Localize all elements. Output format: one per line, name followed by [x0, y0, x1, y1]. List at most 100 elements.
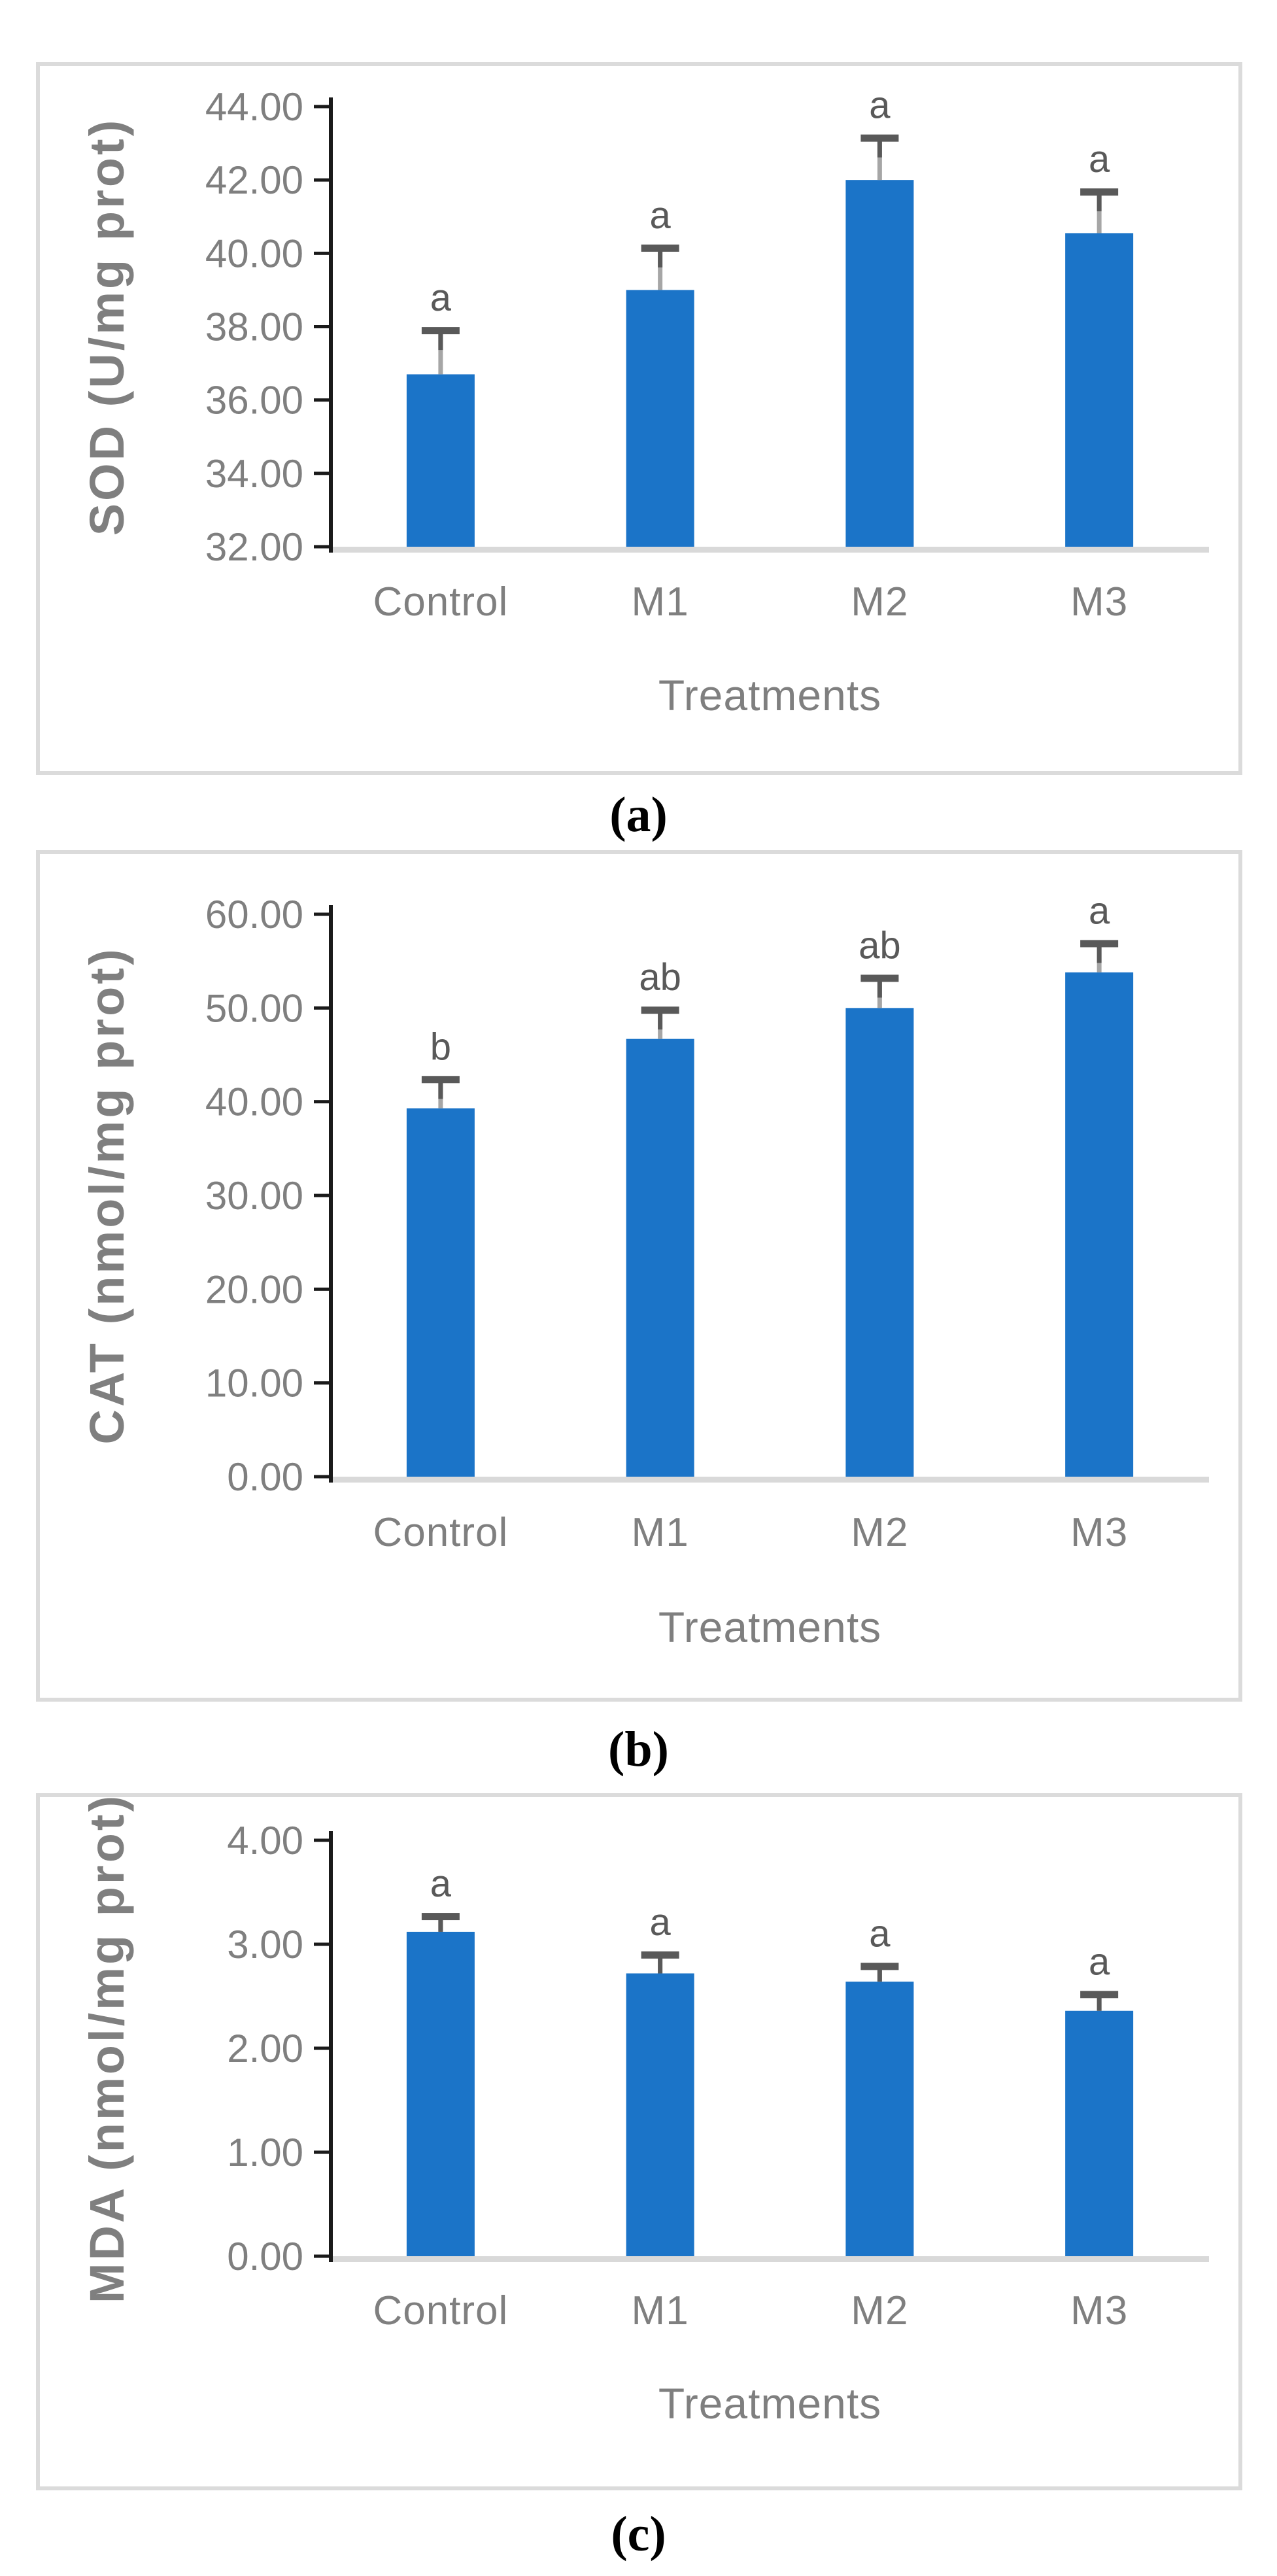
y-tick-label: 60.00: [205, 893, 303, 936]
error-bar-stub: [438, 1916, 443, 1932]
x-tick-label: M3: [1070, 579, 1128, 625]
error-bar-cap: [421, 1913, 460, 1921]
sig-letter: a: [1089, 1940, 1110, 1983]
error-bar-whisker: [877, 137, 882, 180]
x-tick-label: M1: [632, 1510, 689, 1555]
y-tick-mark: [314, 398, 333, 402]
sig-letter: a: [1089, 138, 1110, 180]
panel-sod-chart: 44.00 42.00 40.00 38.00 36.00 34.00 32.00 SOD (…: [36, 62, 1242, 775]
sig-letter: a: [430, 277, 452, 319]
bar-m2: [845, 1008, 914, 1477]
sig-letter: a: [649, 194, 671, 237]
y-tick-label: 50.00: [205, 986, 303, 1030]
bar-control: [406, 1931, 475, 2256]
x-tick-label: Control: [373, 2288, 508, 2333]
x-tick-label: M2: [851, 2288, 908, 2333]
y-tick-mark: [314, 1942, 333, 1946]
y-axis-title: SOD (U/mg prot): [80, 118, 134, 536]
y-tick-label: 38.00: [205, 305, 303, 349]
y-tick-label: 4.00: [227, 1819, 303, 1863]
error-bar-cap: [860, 134, 899, 142]
x-tick-label: M3: [1070, 2288, 1128, 2333]
x-axis-baseline: [331, 547, 1209, 553]
error-bar-stub: [658, 247, 663, 267]
mda-bar-chart: 4.00 3.00 2.00 1.00 0.00 MDA (nmol/mg prot) a C…: [80, 1797, 1209, 2428]
sig-letter: b: [430, 1025, 451, 1068]
y-tick-label: 44.00: [205, 85, 303, 129]
y-tick-mark: [314, 1287, 333, 1291]
sig-letter: ab: [859, 924, 901, 967]
y-tick-mark: [314, 1194, 333, 1197]
y-tick-label: 0.00: [227, 1455, 303, 1499]
y-tick-mark: [314, 1475, 333, 1479]
y-tick-label: 10.00: [205, 1362, 303, 1405]
error-bar-cap: [421, 1076, 460, 1084]
y-tick-label: 2.00: [227, 2027, 303, 2070]
bar-m2: [845, 180, 914, 547]
x-tick-label: M3: [1070, 1510, 1128, 1555]
y-tick-mark: [314, 2046, 333, 2050]
y-tick-label: 36.00: [205, 379, 303, 422]
y-tick-label: 20.00: [205, 1267, 303, 1311]
error-bar-cap: [641, 1951, 679, 1959]
error-bar-stub: [1097, 1994, 1102, 2011]
y-tick-label: 42.00: [205, 158, 303, 202]
error-bar-stub: [877, 978, 882, 998]
y-tick-mark: [314, 325, 333, 328]
x-tick-label: M1: [632, 579, 689, 625]
y-tick-label: 30.00: [205, 1174, 303, 1218]
error-bar-whisker: [438, 330, 443, 375]
y-tick-mark: [314, 472, 333, 475]
sig-letter: a: [869, 84, 891, 127]
sig-letter: a: [1089, 889, 1110, 932]
error-bar-stub: [658, 1010, 663, 1030]
panel-mda-chart: 4.00 3.00 2.00 1.00 0.00 MDA (nmol/mg prot) a C…: [36, 1793, 1242, 2490]
y-tick-mark: [314, 105, 333, 109]
error-bar-cap: [641, 1006, 679, 1014]
y-tick-mark: [314, 1381, 333, 1385]
x-axis-title: Treatments: [658, 2379, 881, 2428]
error-bar-cap: [1080, 188, 1119, 196]
y-tick-mark: [314, 251, 333, 255]
error-bar-cap: [860, 974, 899, 982]
error-bar-stub: [877, 137, 882, 158]
x-tick-label: Control: [373, 1510, 508, 1555]
error-bar-stub: [1097, 943, 1102, 963]
caption-c: (c): [611, 2507, 666, 2562]
error-bar-cap: [1080, 1991, 1119, 1999]
error-bar-cap: [860, 1963, 899, 1970]
y-tick-mark: [314, 1006, 333, 1010]
bar-m3: [1065, 233, 1134, 547]
y-tick-label: 0.00: [227, 2235, 303, 2278]
x-axis-title: Treatments: [658, 671, 881, 719]
bar-control: [406, 374, 475, 547]
x-tick-label: M1: [632, 2288, 689, 2333]
y-tick-label: 40.00: [205, 1080, 303, 1124]
error-bar-stub: [438, 1079, 443, 1099]
error-bar-whisker: [1097, 192, 1102, 233]
bar-m3: [1065, 972, 1134, 1477]
y-tick-mark: [314, 1100, 333, 1104]
y-tick-label: 32.00: [205, 525, 303, 569]
sod-bar-chart: 44.00 42.00 40.00 38.00 36.00 34.00 32.00 SOD (…: [80, 84, 1209, 719]
y-tick-mark: [314, 2254, 333, 2258]
error-bar-whisker: [658, 247, 663, 290]
bar-m1: [626, 290, 694, 547]
y-tick-mark: [314, 2150, 333, 2154]
x-axis-baseline: [331, 2256, 1209, 2262]
sig-letter: a: [869, 1912, 891, 1955]
error-bar-cap: [1080, 940, 1119, 948]
x-tick-label: M2: [851, 1510, 908, 1555]
y-tick-mark: [314, 178, 333, 182]
caption-b: (b): [608, 1722, 669, 1777]
error-bar-stub: [877, 1966, 882, 1982]
y-tick-label: 34.00: [205, 452, 303, 496]
cat-bar-chart: 60.00 50.00 40.00 30.00 20.00 10.00 0.00 CAT (n…: [80, 889, 1209, 1651]
sig-letter: a: [430, 1863, 452, 1905]
error-bar-cap: [421, 327, 460, 335]
y-tick-mark: [314, 1838, 333, 1842]
sig-letter: ab: [639, 956, 681, 999]
bar-m3: [1065, 2010, 1134, 2256]
y-tick-label: 3.00: [227, 1923, 303, 1966]
y-tick-label: 40.00: [205, 232, 303, 275]
